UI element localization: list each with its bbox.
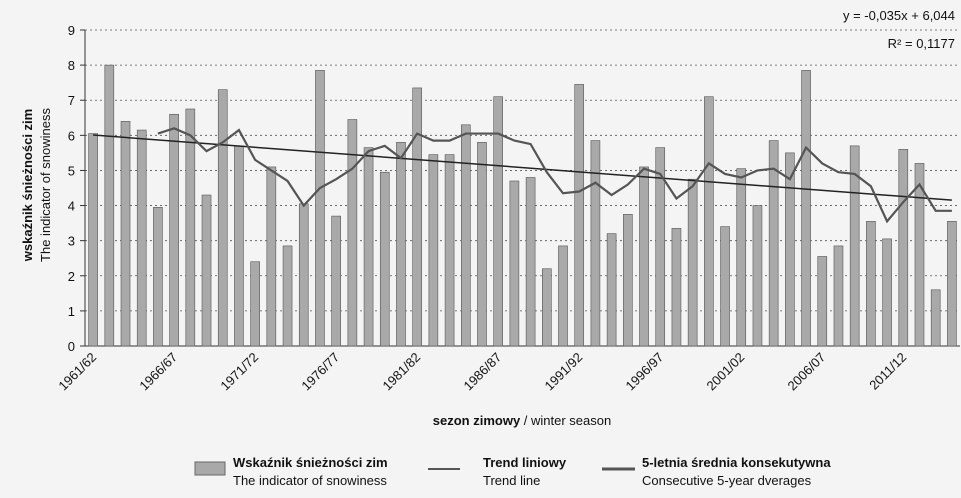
- legend-label: Trend line: [483, 473, 540, 488]
- bar: [298, 203, 309, 347]
- bar: [525, 177, 536, 347]
- y-tick-label: 3: [68, 234, 75, 249]
- y-tick-label: 7: [68, 93, 75, 108]
- bar: [266, 166, 277, 347]
- bar: [785, 152, 795, 347]
- bar: [720, 226, 730, 347]
- bar: [687, 178, 698, 347]
- x-tick-label: 2006/07: [785, 350, 829, 394]
- y-tick-label: 2: [68, 269, 75, 284]
- bar: [574, 84, 585, 347]
- bar: [282, 245, 293, 347]
- x-tick-label: 1986/87: [460, 350, 504, 394]
- bar: [396, 142, 406, 347]
- bar: [882, 238, 892, 347]
- bar: [169, 113, 179, 347]
- bar: [542, 268, 552, 347]
- x-tick-label: 1981/82: [379, 350, 423, 394]
- bar: [460, 124, 471, 347]
- bar: [104, 64, 115, 347]
- x-tick-label: 1966/67: [136, 350, 180, 394]
- trend-equation: y = -0,035x + 6,044: [843, 8, 955, 23]
- average-line: [157, 127, 952, 224]
- bar: [768, 140, 779, 347]
- bar: [412, 87, 422, 347]
- bar: [606, 233, 617, 347]
- legend-label: Trend liniowy: [483, 455, 567, 470]
- bar: [217, 89, 228, 347]
- bar: [120, 120, 131, 347]
- bar: [849, 145, 860, 347]
- bar: [623, 214, 633, 347]
- bar: [914, 163, 925, 347]
- x-label: sezon zimowy / winter season: [433, 413, 611, 428]
- bar: [817, 256, 828, 347]
- y-tick-label: 5: [68, 163, 75, 178]
- bar: [315, 70, 325, 347]
- bar: [752, 205, 763, 347]
- bar: [590, 140, 601, 347]
- x-tick-label: 1996/97: [623, 350, 667, 394]
- bar: [509, 180, 520, 347]
- bar: [477, 142, 487, 347]
- bar: [234, 145, 244, 347]
- bar: [250, 261, 260, 347]
- bar: [185, 108, 196, 347]
- trend-r2: R² = 0,1177: [888, 36, 955, 51]
- bar: [379, 171, 390, 347]
- legend-label: Consecutive 5-year dverages: [642, 473, 812, 488]
- bar: [558, 245, 568, 347]
- bar: [201, 194, 212, 347]
- x-tick-label: 1976/77: [298, 350, 342, 394]
- bar: [930, 289, 941, 347]
- bar: [363, 147, 374, 347]
- bar: [947, 221, 957, 347]
- x-tick-label: 1971/72: [217, 350, 261, 394]
- y-tick-label: 8: [68, 58, 75, 73]
- x-tick-label: 2011/12: [866, 350, 909, 393]
- bar: [493, 96, 503, 347]
- y-tick-label: 9: [68, 23, 75, 38]
- y-tick-label: 4: [68, 199, 75, 214]
- bar: [736, 168, 747, 347]
- y-tick-label: 0: [68, 339, 75, 354]
- y-label-en: The indicator of snowiness: [38, 108, 53, 262]
- bar: [428, 154, 439, 347]
- bar: [704, 96, 714, 347]
- bar: [671, 228, 682, 347]
- bar: [898, 149, 909, 347]
- bar: [655, 147, 666, 347]
- y-tick-label: 1: [68, 304, 75, 319]
- trend-line: [93, 134, 952, 201]
- bar: [136, 129, 147, 347]
- y-label: wskaźnik śnieżności zim: [20, 109, 35, 262]
- y-tick-label: 6: [68, 128, 75, 143]
- bar: [88, 133, 98, 347]
- bar: [833, 245, 844, 347]
- bar: [801, 70, 811, 347]
- legend-label: 5-letnia średnia konsekutywna: [642, 455, 831, 470]
- x-label-pl: sezon zimowy: [433, 413, 521, 428]
- legend-label: Wskaźnik śnieżności zim: [233, 455, 388, 470]
- bar: [866, 221, 876, 347]
- x-tick-label: 1991/92: [541, 350, 585, 394]
- x-label-en: / winter season: [520, 413, 611, 428]
- bar: [444, 154, 455, 347]
- x-tick-label: 2001/02: [704, 350, 748, 394]
- legend-label: The indicator of snowiness: [233, 473, 387, 488]
- bar: [331, 215, 341, 347]
- x-tick-label: 1961/62: [55, 350, 99, 394]
- bar: [153, 207, 163, 347]
- bar: [639, 166, 649, 347]
- legend-swatch-bars: [194, 461, 226, 476]
- bar: [347, 119, 358, 347]
